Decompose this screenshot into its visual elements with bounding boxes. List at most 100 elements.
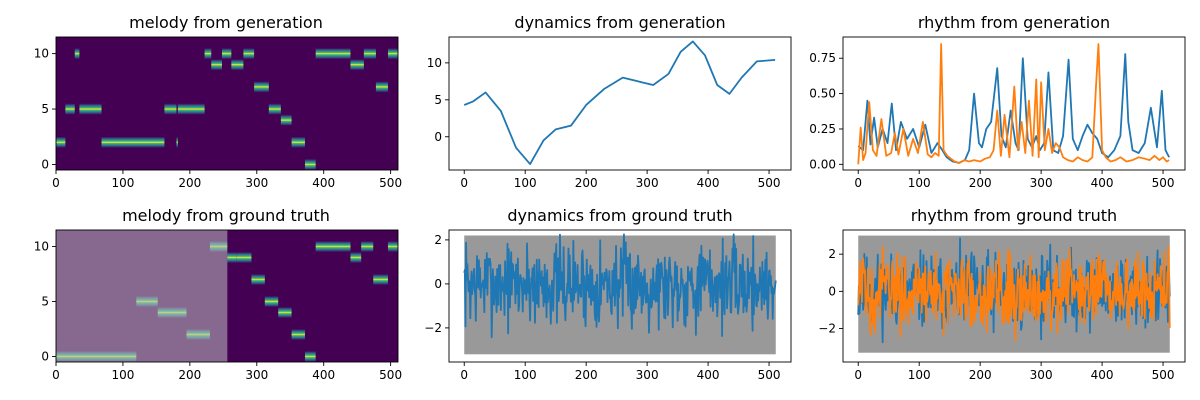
y-tick-label: 2 [434,233,442,247]
series-line-2 [857,245,1171,342]
x-tick-label: 400 [1091,368,1114,382]
note-cell [65,103,75,115]
note-cell [243,48,255,60]
rhythm-generation-panel: rhythm from generation 0 100 200 300 400 5000… [809,13,1186,190]
x-tick-label: 200 [575,368,598,382]
x-tick-label: 300 [636,368,659,382]
note-cell [278,307,292,318]
y-tick-label: −2 [818,322,836,336]
x-tick-label: 400 [697,368,720,382]
x-tick-label: 200 [969,368,992,382]
note-cell [373,274,388,285]
series-line-1 [463,40,776,165]
panel-title: rhythm from generation [918,13,1110,32]
tick-labels: 0 100 200 300 400 500 0 5 10 [34,47,402,190]
note-cell [375,81,388,93]
axes-frame [448,36,792,171]
note-cell [264,296,279,307]
series-line-1 [463,233,777,339]
y-tick-label: 0 [434,277,442,291]
line-series [857,237,1171,344]
y-tick-label: 0 [41,350,49,364]
x-tick-label: 300 [245,176,268,190]
panel-title: melody from generation [129,13,323,32]
axes-frame [842,36,1186,171]
x-tick-label: 100 [514,176,537,190]
note-cell [236,252,252,263]
x-tick-label: 200 [178,368,201,382]
x-tick-label: 300 [636,176,659,190]
y-tick-label: 10 [427,56,442,70]
note-cell [361,241,374,252]
axes-frame [55,36,399,171]
note-cell [177,103,205,115]
note-cell [387,48,398,60]
tick-labels: 0 100 200 300 400 500 0 5 10 [427,56,781,190]
x-tick-label: 0 [52,176,60,190]
x-tick-label: 100 [111,176,134,190]
melody-ground-truth-panel: melody from ground truth 0 100 200 300 400 50… [34,206,402,382]
note-cell [304,158,316,170]
note-cell [291,329,305,340]
heatmap-notes [56,48,398,170]
y-tick-label: −2 [424,321,442,335]
y-tick-label: 5 [41,102,49,116]
x-tick-label: 100 [111,368,134,382]
masked-overlay [56,230,228,362]
note-cell [350,252,362,263]
x-tick-label: 0 [854,368,862,382]
note-cell [74,48,80,60]
note-cell [211,59,222,71]
x-tick-label: 500 [758,368,781,382]
x-tick-label: 500 [379,368,402,382]
x-tick-label: 300 [245,368,268,382]
x-tick-label: 500 [379,176,402,190]
note-cell [227,252,237,263]
x-tick-label: 0 [854,176,862,190]
line-series [463,233,777,339]
dynamics-generation-panel: dynamics from generation 0 100 200 300 400 50… [427,13,792,190]
x-tick-label: 500 [758,176,781,190]
x-tick-label: 200 [178,176,201,190]
y-tick-label: 10 [34,240,49,254]
x-tick-label: 0 [52,368,60,382]
rhythm-ground-truth-panel: rhythm from ground truth 0 100 200 300 400 50… [818,206,1186,382]
note-cell [164,103,177,115]
x-tick-label: 100 [908,368,931,382]
y-tick-label: 2 [828,247,836,261]
x-tick-label: 300 [1030,368,1053,382]
line-series [857,43,1170,165]
note-cell [268,103,281,115]
y-tick-label: 0.25 [809,122,836,136]
note-cell [254,81,269,93]
line-series [463,40,776,165]
panel-title: rhythm from ground truth [911,206,1117,225]
series-line-1 [857,53,1170,164]
panel-title: dynamics from generation [514,13,725,32]
series-line-2 [857,43,1170,165]
x-tick-label: 400 [312,176,335,190]
note-cell [315,48,351,60]
y-tick-label: 5 [41,295,49,309]
y-tick-label: 0 [41,157,49,171]
dynamics-ground-truth-panel: dynamics from ground truth 0 100 200 300 400… [424,206,792,382]
x-tick-label: 500 [1152,176,1175,190]
note-cell [315,241,351,252]
note-cell [204,48,212,60]
x-tick-label: 400 [312,368,335,382]
x-tick-label: 400 [697,176,720,190]
axes-frame [448,229,792,363]
tick-labels: 0 100 200 300 400 500 0 5 10 [34,240,402,383]
x-tick-label: 500 [1152,368,1175,382]
x-tick-label: 400 [1091,176,1114,190]
y-tick-label: 10 [34,47,49,61]
axes-frame [55,229,399,363]
note-cell [79,103,102,115]
x-tick-label: 200 [575,176,598,190]
panel-title: melody from ground truth [122,206,330,225]
x-tick-label: 200 [969,176,992,190]
tick-labels: 0 100 200 300 400 500 0.00 0.25 0.50 0.75 [809,51,1174,190]
panel-title: dynamics from ground truth [507,206,732,225]
y-tick-label: 0.50 [809,87,836,101]
